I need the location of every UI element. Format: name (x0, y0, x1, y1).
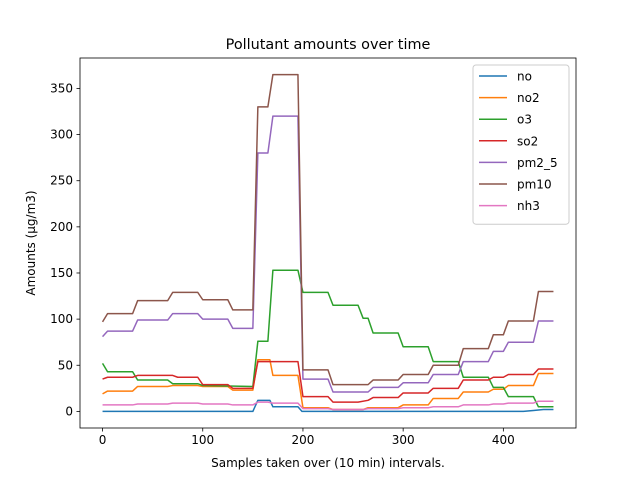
x-tick-label: 0 (99, 433, 107, 447)
legend-label-so2: so2 (517, 134, 538, 148)
series-line-no2 (102, 358, 554, 411)
axis-layer: 0 100 200 300 400 0 50 100 150 200 250 300 350 (50, 81, 515, 447)
y-tick-label: 300 (50, 128, 73, 142)
y-tick-label: 250 (50, 174, 73, 188)
series-line-o3 (101, 269, 554, 408)
x-tick-label: 100 (191, 433, 214, 447)
legend-label-nh3: nh3 (517, 199, 540, 213)
series-line-pm10 (101, 73, 554, 386)
y-tick-label: 200 (50, 220, 73, 234)
x-tick-label: 200 (291, 433, 314, 447)
series-line-nh3 (102, 400, 554, 411)
y-tick-label: 0 (65, 404, 73, 418)
series-layer (101, 73, 554, 413)
legend-label-pm2_5: pm2_5 (517, 156, 558, 170)
legend: no no2 o3 so2 pm2_5 pm10 nh3 (472, 64, 570, 225)
y-tick-label: 100 (50, 312, 73, 326)
x-axis-label: Samples taken over (10 min) intervals. (211, 456, 445, 470)
legend-label-pm10: pm10 (517, 178, 552, 192)
x-tick-label: 300 (392, 433, 415, 447)
chart-title: Pollutant amounts over time (226, 37, 431, 53)
series-line-so2 (102, 360, 554, 403)
series-line-pm2_5 (101, 115, 554, 393)
x-tick-label: 400 (492, 433, 515, 447)
y-tick-label: 50 (58, 358, 73, 372)
y-axis-label: Amounts (µg/m3) (24, 190, 38, 295)
y-tick-label: 350 (50, 81, 73, 95)
series-line-no (102, 399, 554, 413)
legend-label-no: no (517, 70, 532, 84)
legend-label-o3: o3 (517, 113, 532, 127)
plot-frame (79, 57, 577, 429)
legend-label-no2: no2 (517, 91, 540, 105)
y-tick-label: 150 (50, 266, 73, 280)
